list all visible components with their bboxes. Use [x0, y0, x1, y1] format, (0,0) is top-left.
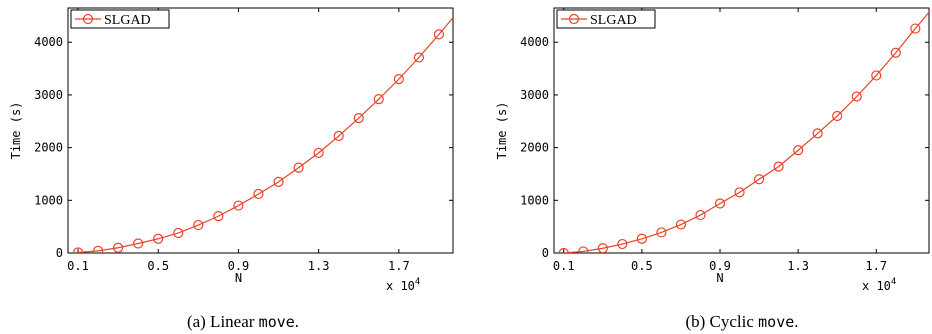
- data-point: [153, 233, 164, 244]
- caption-text: (b) Cyclic: [685, 312, 758, 331]
- x-axis-label: N: [235, 271, 242, 285]
- x-multiplier-label: x 104: [862, 277, 896, 293]
- series-line: [563, 11, 929, 253]
- series-slgad: [558, 11, 929, 253]
- y-tick-label: 4000: [34, 35, 63, 49]
- data-point: [832, 110, 843, 122]
- caption-period: .: [794, 312, 798, 331]
- caption-period: .: [295, 312, 299, 331]
- caption-code: move: [259, 313, 295, 331]
- data-point: [393, 74, 404, 85]
- x-tick-label: 0.5: [631, 259, 653, 273]
- data-point: [578, 246, 589, 253]
- caption-code: move: [758, 313, 794, 331]
- x-multiplier-exponent: 4: [415, 277, 420, 287]
- data-point: [233, 200, 244, 211]
- data-point: [72, 247, 84, 253]
- series-slgad: [72, 6, 464, 253]
- y-tick-label: 1000: [34, 193, 63, 207]
- data-point: [597, 243, 608, 253]
- legend-label: SLGAD: [104, 13, 151, 28]
- legend-marker: [568, 13, 580, 25]
- data-point: [656, 227, 667, 238]
- caption: (b) Cyclic move.: [685, 312, 798, 331]
- x-multiplier-exponent: 4: [891, 277, 896, 287]
- data-point: [253, 188, 264, 200]
- data-point: [617, 238, 628, 250]
- y-tick-label: 2000: [34, 141, 63, 155]
- data-point: [413, 52, 425, 63]
- x-tick-label: 1.7: [865, 259, 887, 273]
- x-axis-label: N: [716, 271, 723, 285]
- chart-panel-cyclic: 0.1 0.5 0.9 1.3 1.7 0 1000 2000 3000 4000 N Time (s…: [495, 7, 930, 331]
- data-point: [293, 162, 304, 173]
- data-point: [675, 219, 687, 230]
- data-point: [333, 130, 344, 142]
- data-point: [910, 23, 921, 34]
- y-tick-label: 1000: [520, 193, 549, 207]
- x-tick-label: 1.3: [308, 259, 330, 273]
- legend-label: SLGAD: [590, 13, 637, 28]
- x-tick-label: 0.9: [228, 259, 250, 273]
- plot-frame: [553, 7, 930, 254]
- data-point: [871, 70, 882, 81]
- data-point: [714, 198, 726, 209]
- legend-box: [556, 9, 656, 29]
- data-point: [890, 47, 901, 58]
- data-point: [373, 94, 384, 105]
- data-point: [313, 147, 324, 158]
- y-tick-label: 3000: [34, 88, 63, 102]
- x-tick-label: 0.9: [709, 259, 731, 273]
- x-tick-label: 0.5: [147, 259, 169, 273]
- x-tick-label: 0.1: [67, 259, 89, 273]
- legend-box: [70, 9, 170, 29]
- data-point: [433, 29, 445, 40]
- x-multiplier-label: x 104: [386, 277, 420, 293]
- x-tick-label: 1.7: [388, 259, 410, 273]
- data-point: [734, 187, 745, 198]
- x-tick-label: 1.3: [787, 259, 809, 273]
- legend-marker: [82, 13, 94, 25]
- data-point: [636, 233, 647, 244]
- series-line: [77, 16, 453, 253]
- data-point: [353, 113, 364, 124]
- y-axis-label: Time (s): [495, 102, 509, 160]
- data-point: [773, 161, 784, 172]
- data-point: [113, 242, 124, 253]
- caption-text: (a) Linear: [187, 312, 259, 331]
- data-point: [793, 145, 804, 156]
- y-tick-label: 3000: [520, 88, 549, 102]
- data-point: [273, 176, 284, 187]
- data-point: [193, 219, 204, 231]
- data-point: [695, 209, 706, 221]
- data-point: [133, 238, 144, 249]
- data-point: [455, 6, 464, 15]
- data-point: [558, 247, 569, 253]
- data-point: [812, 128, 823, 139]
- chart-panel-linear: 0.1 0.5 0.9 1.3 1.7 0 1000 2000 3000 4000 N Time (s…: [9, 6, 464, 331]
- y-tick-label: 0: [542, 246, 549, 260]
- plot-frame: [67, 7, 454, 254]
- y-tick-label: 0: [56, 246, 63, 260]
- y-tick-label: 2000: [520, 141, 549, 155]
- data-point: [92, 245, 104, 253]
- x-multiplier-base: x 10: [386, 279, 415, 293]
- data-point: [851, 91, 862, 102]
- x-multiplier-base: x 10: [862, 279, 891, 293]
- caption: (a) Linear move.: [187, 312, 299, 331]
- y-tick-label: 4000: [520, 35, 549, 49]
- data-point: [213, 211, 224, 222]
- x-tick-label: 0.1: [553, 259, 575, 273]
- y-axis-label: Time (s): [9, 102, 23, 160]
- data-point: [753, 174, 765, 185]
- data-point: [173, 227, 184, 239]
